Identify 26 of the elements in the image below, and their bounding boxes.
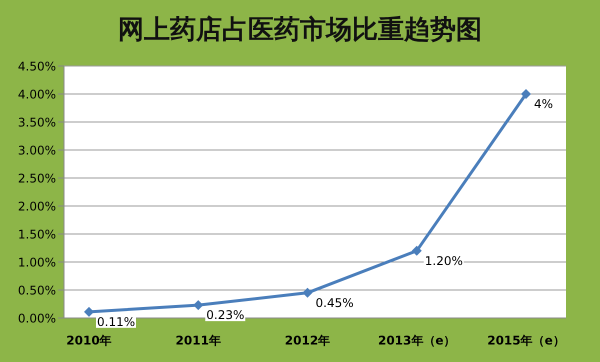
point [84, 306, 94, 317]
y-tick-label: 1.00% [18, 255, 56, 270]
x-tick-label: 2013年（e） [378, 334, 456, 348]
y-tick-label: 3.50% [18, 115, 56, 130]
x-tick-label: 2011年 [176, 334, 221, 348]
x-tick-label: 2015年（e） [487, 334, 565, 348]
y-tick-label: 4.50% [18, 59, 56, 74]
y-tick-label: 4.00% [18, 87, 56, 102]
x-tick-label: 2012年 [284, 334, 330, 348]
data-label: 0.11% [97, 314, 136, 329]
x-tick-label: 2010年 [66, 334, 112, 348]
point [302, 288, 312, 298]
point [193, 300, 204, 310]
chart-title: 网上药店占医药市场比重趋势图 [117, 14, 483, 47]
y-tick-label: 2.50% [18, 171, 56, 186]
y-tick-label: 0.50% [18, 283, 56, 298]
point [412, 246, 422, 256]
y-tick-label: 3.00% [18, 143, 56, 158]
y-tick-label: 1.50% [18, 227, 56, 242]
data-label: 0.45% [316, 296, 354, 310]
data-label: 1.20% [424, 254, 463, 268]
point [521, 89, 531, 99]
data-label: 0.23% [206, 308, 244, 322]
y-tick-label: 2.00% [18, 199, 56, 214]
data-label: 4% [534, 97, 554, 111]
y-tick-label: 0.00% [18, 311, 56, 326]
